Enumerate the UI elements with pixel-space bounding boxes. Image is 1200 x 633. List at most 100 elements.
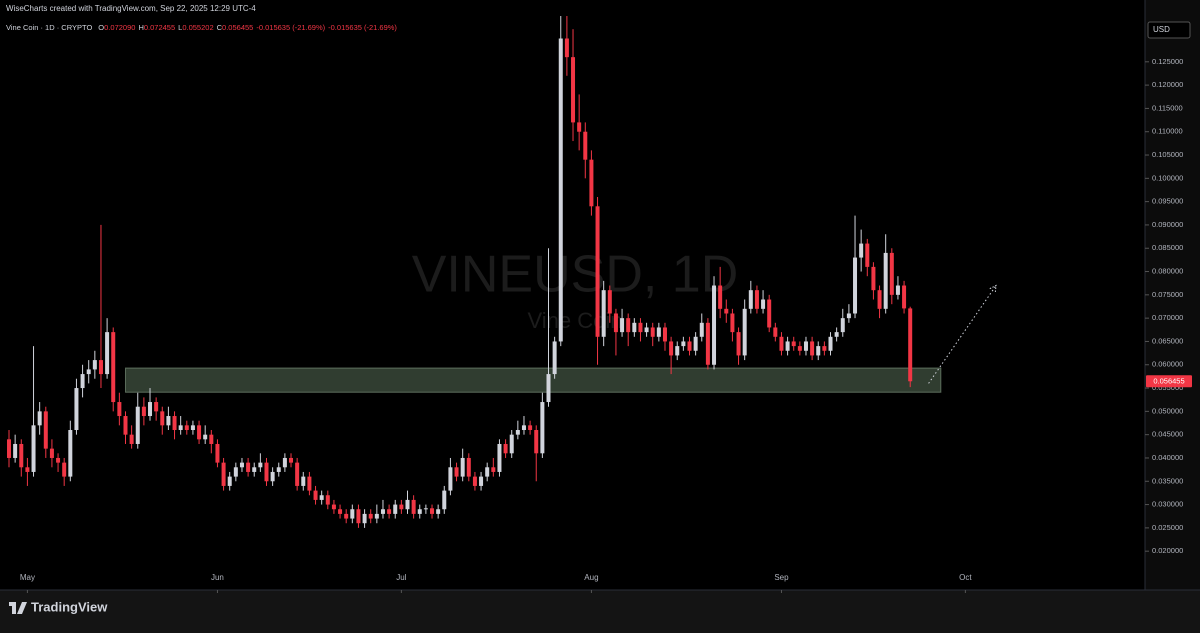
candle-body	[141, 406, 146, 417]
candle-body	[98, 360, 103, 375]
y-tick-label: 0.100000	[1152, 173, 1183, 182]
candle-body	[534, 430, 539, 454]
candle-body	[276, 467, 281, 472]
candle-body	[331, 504, 336, 510]
x-tick-label: Jun	[211, 573, 224, 582]
y-tick-label: 0.060000	[1152, 360, 1183, 369]
candle-body	[589, 159, 594, 207]
y-tick-label: 0.030000	[1152, 500, 1183, 509]
candle-body	[853, 257, 858, 314]
candle-body	[693, 336, 698, 351]
legend-text: H	[138, 23, 143, 32]
plot-layer	[7, 16, 942, 528]
candle-body	[62, 462, 67, 477]
candle-body	[705, 322, 710, 365]
y-tick-label: 0.055000	[1152, 383, 1183, 392]
candle-body	[644, 327, 649, 333]
candle-body	[779, 336, 784, 351]
legend-text: L	[178, 23, 182, 32]
legend-text: 0.056455	[222, 23, 253, 32]
candle-body	[528, 425, 533, 431]
candle-body	[571, 57, 576, 123]
currency-box[interactable]	[1147, 21, 1191, 39]
candle-body	[190, 425, 195, 431]
candle-body	[724, 308, 729, 314]
y-tick-label: 0.095000	[1152, 197, 1183, 206]
candle-body	[215, 443, 220, 463]
candle-body	[730, 313, 735, 333]
candle-body	[239, 462, 244, 468]
candle-body	[301, 476, 306, 486]
candle-body	[184, 425, 189, 431]
x-tick-label: Sep	[774, 573, 789, 582]
candle-body	[822, 346, 827, 351]
candle-body	[430, 508, 435, 514]
candle-body	[485, 467, 490, 477]
candle-body	[209, 434, 214, 444]
candle-body	[399, 504, 404, 510]
candle-body	[356, 509, 361, 524]
legend-text: O	[98, 23, 104, 32]
currency: USD	[1153, 25, 1170, 34]
candle-body	[49, 448, 54, 458]
candle-body	[546, 374, 551, 403]
candle-body	[497, 443, 502, 472]
x-tick-label: Oct	[959, 573, 972, 582]
legend-text: -0.015635 (-21.69%)	[328, 23, 397, 32]
candle-body	[436, 509, 441, 514]
candle-body	[840, 318, 845, 333]
candle-body	[80, 374, 85, 389]
last-price-tag	[1146, 375, 1192, 388]
brand-logo	[9, 602, 27, 614]
candle-body	[417, 509, 422, 514]
y-tick-label: 0.090000	[1152, 220, 1183, 229]
y-tick-label: 0.085000	[1152, 243, 1183, 252]
candle-body	[319, 495, 324, 500]
candle-body	[368, 513, 373, 519]
candle-body	[810, 341, 815, 356]
candle-body	[865, 243, 870, 267]
legend-text: -0.015635 (-21.69%)	[256, 23, 325, 32]
legend-text: 0.055202	[182, 23, 213, 32]
candle-body	[313, 490, 318, 500]
candle-body	[442, 490, 447, 510]
candle-body	[736, 332, 741, 356]
candle-body	[877, 290, 882, 309]
candle-body	[761, 299, 766, 309]
candle-body	[742, 308, 747, 356]
candle-body	[460, 457, 465, 477]
candle-body	[56, 457, 61, 463]
candle-body	[405, 499, 410, 510]
candle-body	[895, 285, 900, 295]
candle-body	[92, 360, 97, 370]
candle-body	[902, 285, 907, 309]
candle-body	[252, 467, 257, 472]
candle-body	[258, 462, 263, 468]
candle-body	[160, 411, 165, 426]
candle-body	[773, 327, 778, 337]
candle-body	[7, 439, 12, 458]
candle-body	[203, 434, 208, 440]
candle-body	[797, 346, 802, 351]
candle-body	[282, 457, 287, 468]
y-tick-label: 0.120000	[1152, 80, 1183, 89]
credit: WiseCharts created with TradingView.com,…	[6, 4, 256, 13]
candle-body	[350, 509, 355, 519]
candle-body	[846, 313, 851, 319]
candle-body	[601, 290, 606, 337]
ohlc-legend: Vine Coin · 1D · CRYPTO O 0.072090 H 0.07245…	[6, 23, 397, 32]
y-tick-label: 0.050000	[1152, 406, 1183, 415]
candle-body	[552, 341, 557, 375]
candle-body	[491, 467, 496, 472]
candle-body	[289, 457, 294, 463]
candle-body	[19, 443, 24, 468]
legend-text: Vine Coin · 1D · CRYPTO	[6, 23, 92, 32]
candle-body	[748, 290, 753, 309]
candle-body	[558, 38, 563, 342]
candle-body	[687, 341, 692, 351]
candle-body	[669, 341, 674, 356]
candle-body	[466, 457, 471, 477]
candle-body	[515, 430, 520, 435]
candle-body	[43, 411, 48, 449]
